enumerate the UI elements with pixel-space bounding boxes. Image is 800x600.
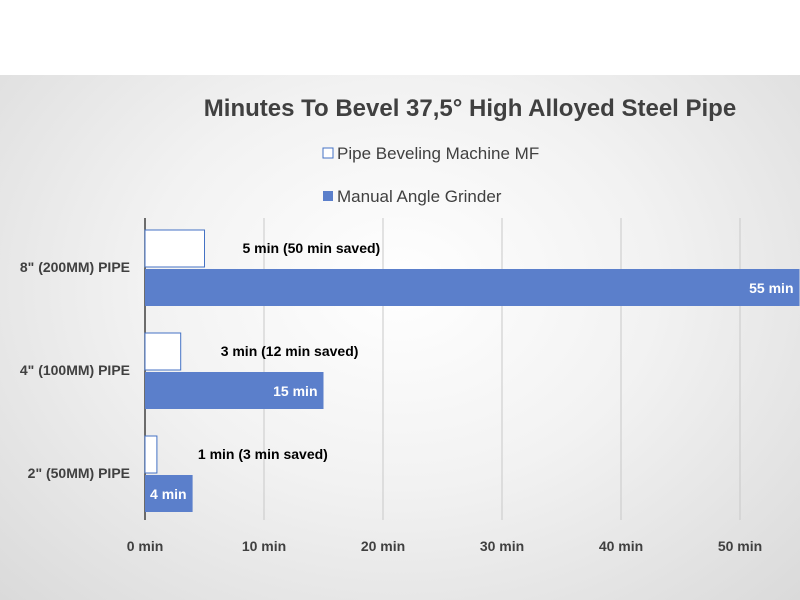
data-label-machine-2: 1 min (3 min saved)	[198, 446, 328, 462]
legend-label-grinder: Manual Angle Grinder	[337, 187, 502, 206]
category-label-0: 8" (200MM) PIPE	[20, 259, 130, 275]
category-label-2: 2" (50MM) PIPE	[28, 465, 130, 481]
legend-swatch-machine	[322, 147, 334, 159]
bar-machine-1	[144, 332, 182, 371]
legend-swatch-grinder	[323, 191, 333, 201]
x-tick-label-50: 50 min	[718, 538, 762, 554]
data-label-machine-1: 3 min (12 min saved)	[221, 343, 359, 359]
data-label-grinder-2: 4 min	[150, 486, 187, 502]
x-tick-label-10: 10 min	[242, 538, 286, 554]
data-label-machine-0: 5 min (50 min saved)	[243, 240, 381, 256]
data-label-grinder-1: 15 min	[273, 383, 317, 399]
bar-grinder-1	[145, 372, 324, 409]
x-tick-label-40: 40 min	[599, 538, 643, 554]
data-label-grinder-0: 55 min	[749, 280, 793, 296]
chart-background	[0, 75, 800, 600]
x-tick-label-30: 30 min	[480, 538, 524, 554]
bar-grinder-2	[145, 475, 193, 512]
chart-title: Minutes To Bevel 37,5° High Alloyed Stee…	[204, 95, 736, 122]
bar-machine-2	[144, 435, 158, 474]
legend: Pipe Beveling Machine MF Manual Angle Gr…	[322, 144, 539, 206]
category-label-1: 4" (100MM) PIPE	[20, 362, 130, 378]
legend-label-machine: Pipe Beveling Machine MF	[337, 144, 539, 163]
x-tick-label-20: 20 min	[361, 538, 405, 554]
bar-machine-0	[144, 229, 205, 268]
x-tick-label-0: 0 min	[127, 538, 164, 554]
bar-grinder-0	[145, 269, 800, 306]
